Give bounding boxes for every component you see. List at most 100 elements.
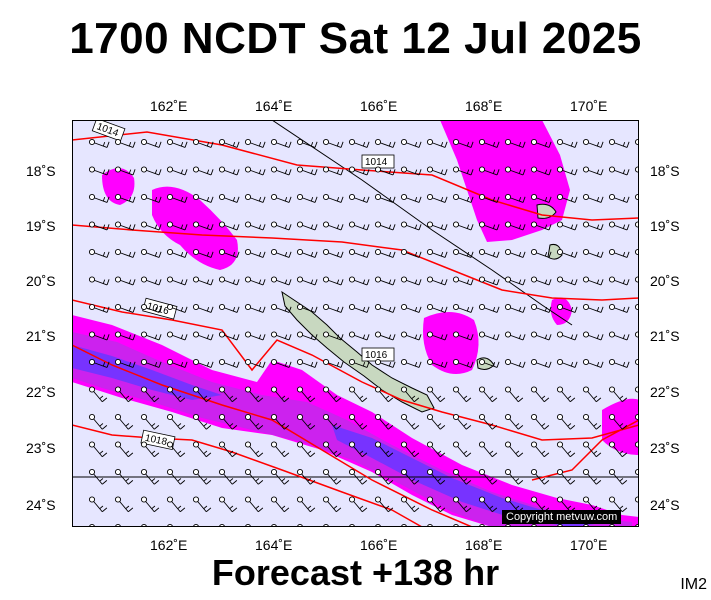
wind-barb <box>504 138 526 148</box>
lon-tick-label: 170˚E <box>570 98 608 114</box>
wind-barb <box>556 138 578 148</box>
wind-barb <box>114 413 134 430</box>
wind-barb <box>582 358 604 368</box>
wind-barb <box>426 468 446 485</box>
wind-barb <box>296 496 316 513</box>
wind-barb <box>478 166 500 176</box>
wind-barb-field <box>88 138 639 527</box>
wind-barb <box>556 303 578 313</box>
wind-barb <box>114 221 136 231</box>
wind-barb <box>166 331 188 341</box>
wind-barb <box>426 276 448 286</box>
wind-barb <box>400 221 422 231</box>
isobar-line <box>72 299 639 441</box>
wind-barb <box>478 303 500 313</box>
wind-barb <box>88 221 110 231</box>
wind-barb <box>296 221 318 231</box>
wind-barb <box>218 248 240 258</box>
wind-barb <box>296 193 318 203</box>
wind-barb <box>582 138 604 148</box>
wind-barb <box>270 193 292 203</box>
wind-barb <box>322 331 344 341</box>
wind-barb <box>426 441 446 458</box>
wind-barb <box>504 276 526 286</box>
wind-barb <box>426 358 448 368</box>
wind-barb <box>296 331 318 341</box>
wind-barb <box>322 413 342 430</box>
precip-blob <box>152 186 238 270</box>
wind-barb <box>140 331 162 341</box>
wind-barb <box>322 193 344 203</box>
lat-tick-label: 19˚S <box>26 218 56 234</box>
wind-barb <box>218 441 238 458</box>
wind-barb <box>400 413 420 430</box>
wind-barb <box>244 358 266 368</box>
wind-barb <box>140 248 162 258</box>
precip-band-heavy <box>72 345 222 400</box>
wind-barb <box>348 468 368 485</box>
image-code-label: IM2 <box>680 576 707 593</box>
wind-barb <box>192 386 212 403</box>
wind-barb <box>478 358 500 368</box>
wind-barb <box>374 248 396 258</box>
wind-barb <box>114 276 136 286</box>
wind-barb <box>452 496 472 513</box>
wind-barb <box>348 248 370 258</box>
lat-tick-label: 24˚S <box>650 497 680 513</box>
wind-barb <box>166 276 188 286</box>
wind-barb <box>452 138 474 148</box>
wind-barb <box>426 496 446 513</box>
wind-barb <box>296 166 318 176</box>
wind-barb <box>114 468 134 485</box>
wind-barb <box>556 166 578 176</box>
wind-barb <box>348 303 370 313</box>
wind-barb <box>530 358 552 368</box>
wind-barb <box>88 441 108 458</box>
wind-barb <box>348 413 368 430</box>
weather-map: 1014 1014 1016 1016 1018 <box>72 120 639 527</box>
wind-barb <box>452 166 474 176</box>
wind-barb <box>374 276 396 286</box>
wind-barb <box>218 386 238 403</box>
wind-barb <box>192 248 214 258</box>
wind-barb <box>608 358 630 368</box>
wind-barb <box>296 303 318 313</box>
wind-barb <box>504 358 526 368</box>
wind-barb <box>556 413 576 430</box>
wind-barb <box>374 441 394 458</box>
wind-barb <box>608 221 630 231</box>
wind-barb <box>88 248 110 258</box>
wind-barb <box>400 358 422 368</box>
wind-barb <box>166 468 186 485</box>
wind-barb <box>452 303 474 313</box>
wind-barb <box>244 276 266 286</box>
svg-text:1016: 1016 <box>365 350 388 361</box>
wind-barb <box>218 468 238 485</box>
wind-barb <box>218 276 240 286</box>
wind-barb <box>88 386 108 403</box>
wind-barb <box>270 468 290 485</box>
wind-barb <box>582 221 604 231</box>
wind-barb <box>166 496 186 513</box>
wind-barb <box>140 358 162 368</box>
wind-barb <box>478 193 500 203</box>
isobar-label: 1016 <box>142 297 178 320</box>
wind-barb <box>556 386 576 403</box>
wind-barb <box>348 441 368 458</box>
isobar-line <box>531 419 639 481</box>
wind-barb <box>556 358 578 368</box>
wind-barb <box>530 276 552 286</box>
isobar-label: 1018 <box>140 429 176 451</box>
wind-barb <box>530 138 552 148</box>
svg-text:1018: 1018 <box>144 433 168 448</box>
wind-barb <box>244 441 264 458</box>
wind-barb <box>504 413 524 430</box>
wind-barb <box>322 303 344 313</box>
wind-barb <box>504 166 526 176</box>
wind-barb <box>166 303 188 313</box>
wind-barb <box>400 166 422 176</box>
wind-barb <box>88 138 110 148</box>
wind-barb <box>322 166 344 176</box>
wind-barb <box>556 248 578 258</box>
wind-barb <box>608 276 630 286</box>
